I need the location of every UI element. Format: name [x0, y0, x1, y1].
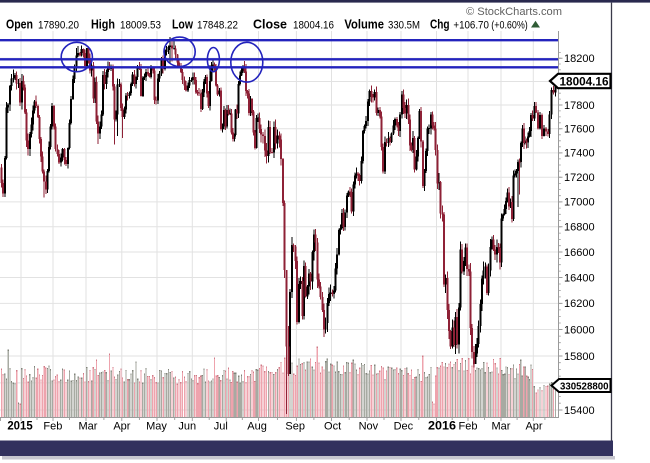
svg-text:(+0.60%): (+0.60%) — [491, 20, 528, 32]
svg-text:May: May — [146, 421, 167, 433]
svg-text:© StockCharts.com: © StockCharts.com — [466, 6, 562, 18]
svg-text:Oct: Oct — [324, 421, 341, 433]
svg-text:Nov: Nov — [359, 421, 379, 433]
svg-text:Jun: Jun — [178, 421, 196, 433]
svg-text:Open: Open — [6, 18, 33, 32]
svg-text:17600: 17600 — [564, 124, 595, 136]
svg-text:16000: 16000 — [564, 324, 595, 336]
svg-text:Dec: Dec — [394, 421, 414, 433]
svg-text:330528800: 330528800 — [560, 380, 609, 392]
svg-text:17800: 17800 — [564, 100, 595, 112]
svg-text:17848.22: 17848.22 — [197, 20, 238, 32]
svg-text:+106.70: +106.70 — [453, 20, 489, 32]
svg-text:Feb: Feb — [459, 421, 478, 433]
svg-text:Aug: Aug — [247, 421, 267, 433]
svg-text:Low: Low — [172, 18, 193, 32]
svg-text:15800: 15800 — [564, 351, 595, 363]
svg-text:15400: 15400 — [564, 405, 595, 417]
svg-text:18200: 18200 — [564, 53, 595, 65]
svg-text:Volume: Volume — [344, 18, 384, 32]
svg-text:Apr: Apr — [113, 421, 130, 433]
svg-text:High: High — [91, 18, 115, 32]
svg-text:16600: 16600 — [564, 247, 595, 259]
svg-text:Sep: Sep — [285, 421, 305, 433]
svg-text:17200: 17200 — [564, 172, 595, 184]
svg-text:18004.16: 18004.16 — [560, 76, 609, 88]
svg-text:17000: 17000 — [564, 197, 595, 209]
svg-text:16400: 16400 — [564, 272, 595, 284]
svg-text:Feb: Feb — [43, 421, 62, 433]
svg-text:18009.53: 18009.53 — [120, 20, 161, 32]
svg-text:Chg: Chg — [430, 18, 450, 32]
svg-text:17400: 17400 — [564, 148, 595, 160]
svg-text:Mar: Mar — [492, 421, 511, 433]
svg-text:2016: 2016 — [428, 419, 456, 433]
svg-text:Apr: Apr — [525, 421, 542, 433]
svg-text:330.5M: 330.5M — [388, 20, 420, 32]
svg-text:17890.20: 17890.20 — [38, 20, 79, 32]
svg-text:18004.16: 18004.16 — [293, 20, 334, 32]
svg-text:Mar: Mar — [79, 421, 98, 433]
svg-text:2015: 2015 — [7, 419, 33, 433]
svg-text:16800: 16800 — [564, 222, 595, 234]
svg-text:Jul: Jul — [214, 421, 228, 433]
svg-text:16200: 16200 — [564, 298, 595, 310]
svg-text:Close: Close — [253, 18, 287, 32]
